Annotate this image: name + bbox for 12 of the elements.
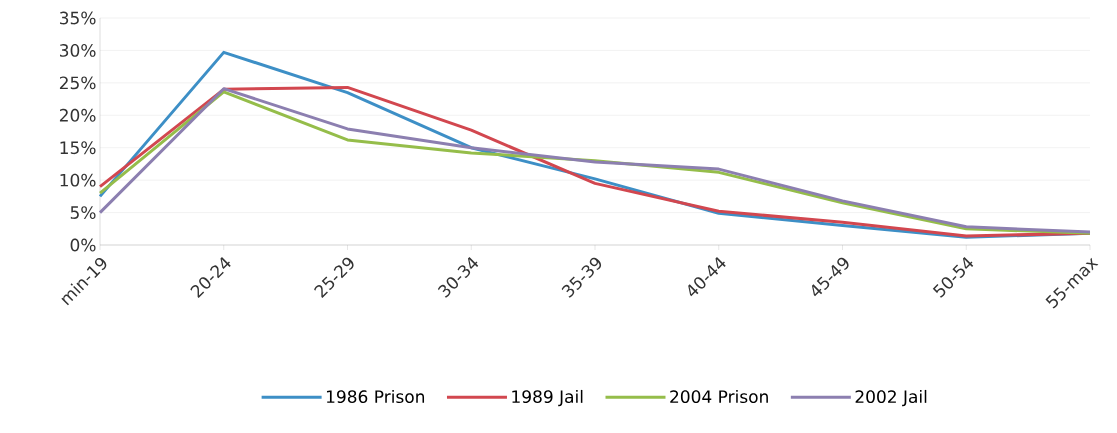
y-tick-label: 30%	[59, 43, 96, 57]
y-tick-label: 0%	[70, 238, 96, 252]
y-tick-label: 10%	[60, 173, 96, 187]
y-tick-label: 25%	[59, 76, 96, 90]
y-tick-label: 20%	[59, 108, 96, 122]
legend-label: 1989 Jail	[512, 389, 583, 407]
y-tick-label: 5%	[70, 206, 96, 219]
legend-label: 2002 Jail	[855, 389, 927, 407]
legend-label: 1986 Prison	[326, 389, 425, 404]
y-tick-label: 35%	[59, 11, 96, 25]
legend-label: 2004 Prison	[670, 389, 768, 404]
y-tick-label: 15%	[60, 141, 96, 155]
